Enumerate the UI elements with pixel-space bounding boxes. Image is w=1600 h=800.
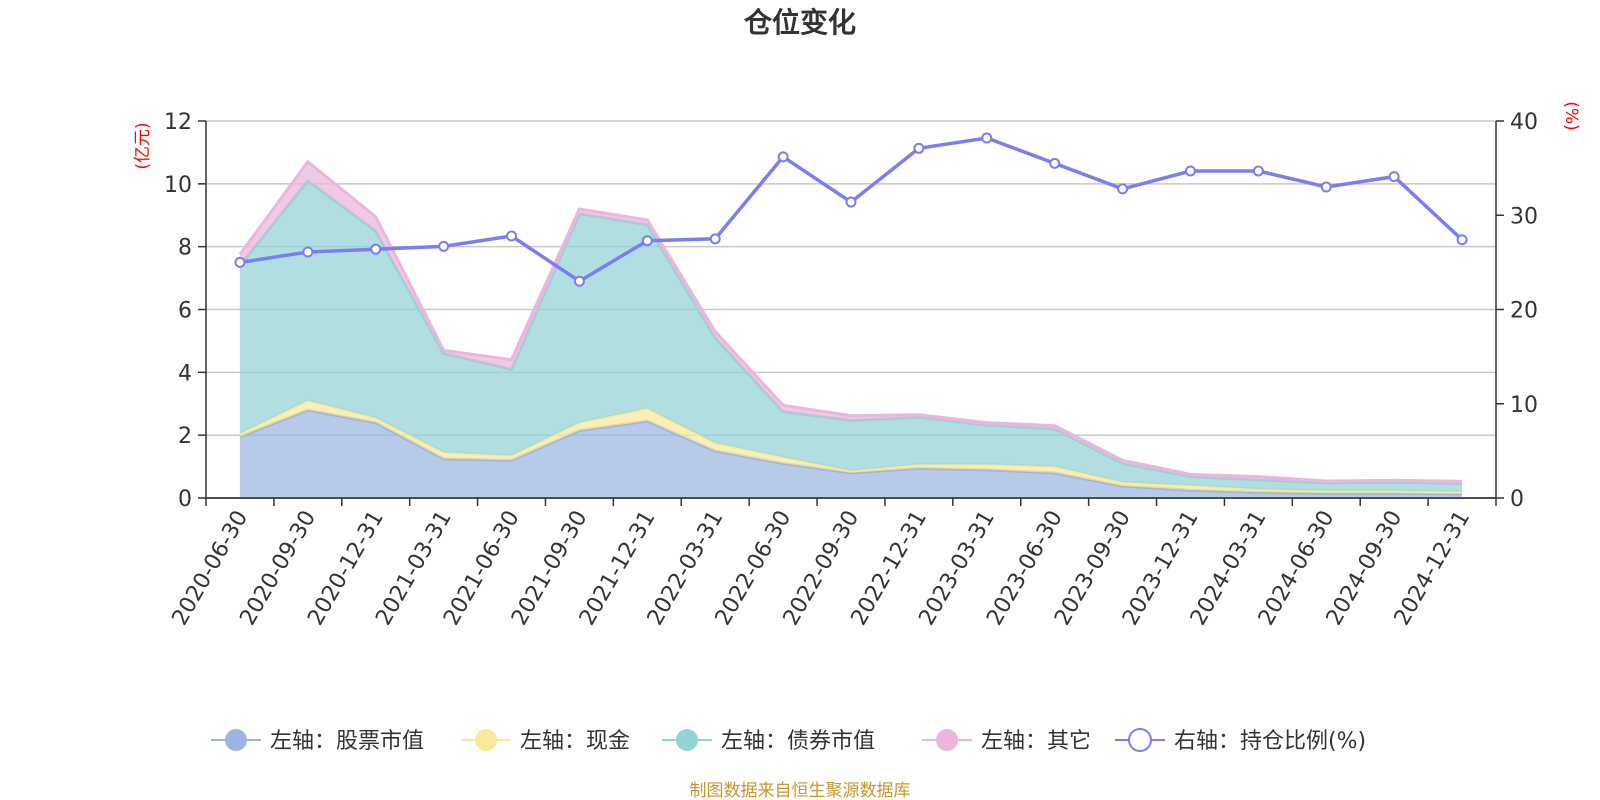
ratio-point <box>370 243 382 255</box>
ratio-point <box>777 151 789 163</box>
ratio-point <box>913 142 925 154</box>
right-tick-label: 10 <box>1510 393 1538 418</box>
area-左轴：债券市值 <box>239 180 1463 492</box>
legend-marker <box>475 729 497 751</box>
ratio-point <box>1252 165 1264 177</box>
ratio-point <box>1184 165 1196 177</box>
ratio-point <box>234 256 246 268</box>
left-tick-label: 10 <box>164 173 192 198</box>
right-tick-label: 0 <box>1510 487 1524 512</box>
legend: 左轴：股票市值 左轴：现金 左轴：债券市值 左轴：其它 右轴：持仓比例(%) <box>211 728 1366 754</box>
ratio-point <box>1049 157 1061 169</box>
ratio-point <box>981 132 993 144</box>
chart-title: 仓位变化 <box>744 6 856 39</box>
legend-item: 左轴：股票市值 <box>211 729 424 754</box>
ratio-point <box>1320 181 1332 193</box>
left-axis-unit: (亿元) <box>133 122 153 169</box>
right-tick-label: 30 <box>1510 204 1538 229</box>
left-tick-label: 4 <box>178 361 192 386</box>
line-series <box>234 132 1468 287</box>
left-tick-label: 12 <box>164 110 192 135</box>
area-左轴：股票市值 <box>239 410 1463 498</box>
legend-item: 左轴：其它 <box>922 729 1091 754</box>
left-tick-label: 6 <box>178 299 192 324</box>
ratio-point <box>438 240 450 252</box>
ratio-point <box>641 235 653 247</box>
legend-marker <box>936 729 958 751</box>
legend-label: 左轴：现金 <box>520 729 630 754</box>
ratio-point <box>1388 171 1400 183</box>
legend-item: 左轴：现金 <box>461 729 630 754</box>
legend-item: 右轴：持仓比例(%) <box>1115 728 1366 754</box>
legend-item: 左轴：债券市值 <box>662 729 875 754</box>
ratio-point <box>1456 234 1468 246</box>
left-tick-label: 8 <box>178 236 192 261</box>
ratio-point <box>845 196 857 208</box>
right-tick-label: 40 <box>1510 110 1538 135</box>
ratio-point <box>709 233 721 245</box>
left-tick-label: 0 <box>178 487 192 512</box>
legend-label: 左轴：其它 <box>981 729 1091 754</box>
ratio-point <box>302 246 314 258</box>
area-左轴：其它 <box>239 161 1463 484</box>
ratio-point <box>573 275 585 287</box>
right-axis-unit: (%) <box>1561 101 1581 130</box>
legend-marker <box>1128 728 1152 752</box>
area-edge-左轴：其它 <box>238 159 1463 483</box>
legend-label: 右轴：持仓比例(%) <box>1174 729 1366 754</box>
ratio-point <box>1117 183 1129 195</box>
legend-label: 左轴：债券市值 <box>721 729 875 754</box>
right-tick-label: 20 <box>1510 299 1538 324</box>
legend-marker <box>225 729 247 751</box>
ratio-point <box>506 230 518 242</box>
legend-marker <box>676 729 698 751</box>
ratio-line <box>239 136 1464 284</box>
source-text: 制图数据来自恒生聚源数据库 <box>690 781 911 800</box>
areas <box>238 159 1463 498</box>
left-tick-label: 2 <box>178 424 192 449</box>
legend-label: 左轴：股票市值 <box>270 729 424 754</box>
